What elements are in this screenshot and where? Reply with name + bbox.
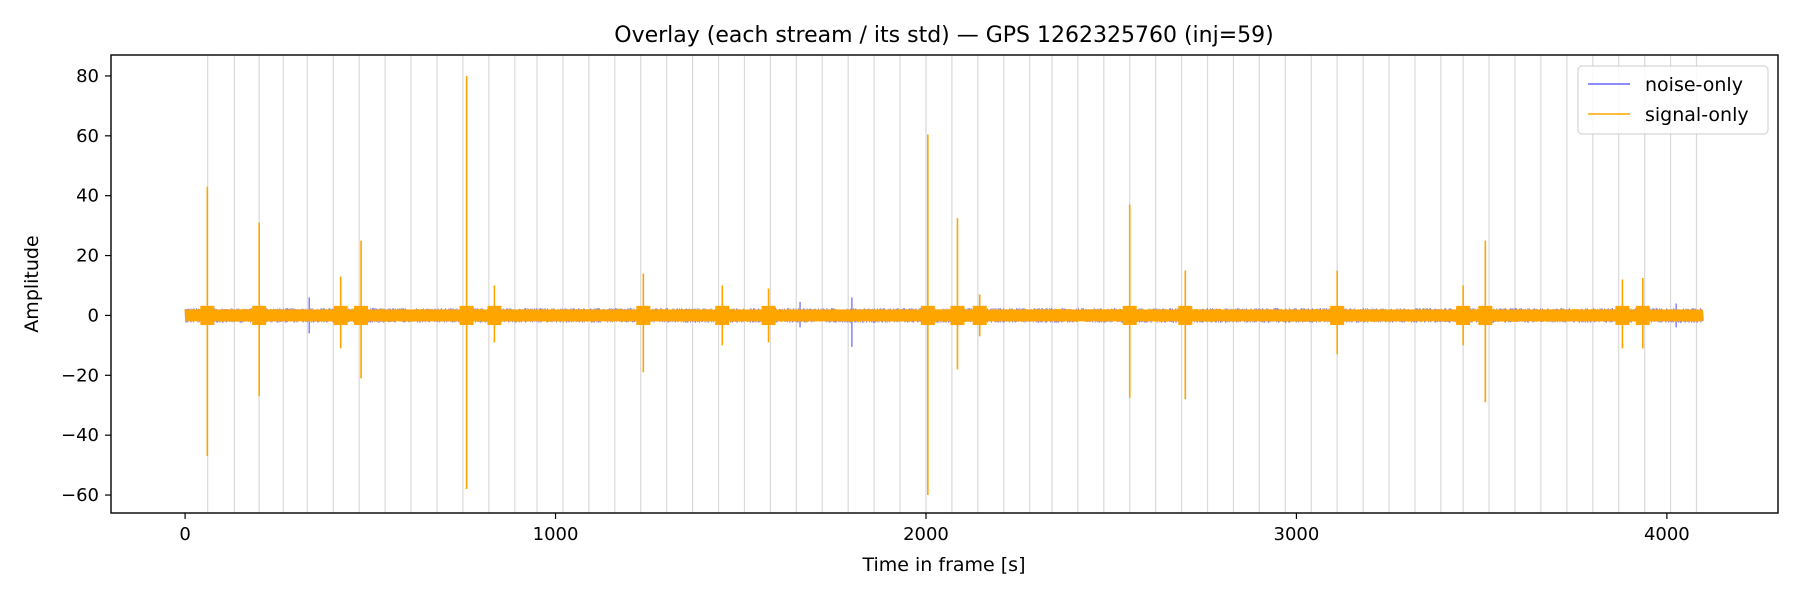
signal-burst-7 — [715, 305, 730, 326]
y-axis-ticks: −60 −40 −20 0 20 40 60 80 — [61, 66, 111, 506]
y-tick-label-5: 40 — [76, 186, 99, 207]
signal-burst-14 — [1330, 305, 1345, 326]
y-axis-label: Amplitude — [21, 235, 43, 332]
injection-markers — [207, 55, 1698, 513]
x-tick-label-4: 4000 — [1644, 524, 1690, 545]
signal-burst-9 — [920, 305, 935, 326]
signal-burst-0 — [200, 305, 215, 326]
y-tick-label-6: 60 — [76, 126, 99, 147]
signal-burst-11 — [972, 305, 987, 326]
x-axis-ticks: 0 1000 2000 3000 4000 — [179, 513, 1690, 545]
signal-burst-17 — [1615, 305, 1630, 326]
signal-burst-18 — [1635, 305, 1650, 326]
x-tick-label-3: 3000 — [1274, 524, 1320, 545]
signal-series — [184, 75, 1704, 496]
signal-burst-15 — [1456, 305, 1471, 326]
signal-burst-6 — [636, 305, 651, 326]
x-tick-label-0: 0 — [179, 524, 190, 545]
y-tick-label-3: 0 — [88, 305, 99, 326]
x-axis-label: Time in frame [s] — [861, 554, 1025, 576]
y-tick-label-7: 80 — [76, 66, 99, 87]
plot-frame — [110, 54, 1779, 514]
legend-label-signal: signal-only — [1645, 104, 1749, 126]
signal-burst-13 — [1178, 305, 1193, 326]
y-tick-label-0: −60 — [61, 485, 99, 506]
y-tick-label-1: −40 — [61, 425, 99, 446]
signal-burst-2 — [333, 305, 348, 326]
signal-only-line — [184, 308, 1704, 323]
signal-burst-12 — [1122, 305, 1137, 326]
y-tick-label-4: 20 — [76, 246, 99, 267]
signal-burst-1 — [252, 305, 267, 326]
legend-label-noise: noise-only — [1645, 74, 1743, 96]
signal-burst-4 — [459, 305, 474, 326]
signal-burst-3 — [354, 305, 369, 326]
y-tick-label-2: −20 — [61, 365, 99, 386]
signal-burst-8 — [761, 305, 776, 326]
chart-title: Overlay (each stream / its std) — GPS 12… — [614, 23, 1273, 48]
signal-burst-10 — [950, 305, 965, 326]
x-tick-label-1: 1000 — [533, 524, 579, 545]
signal-burst-5 — [487, 305, 502, 326]
legend: noise-only signal-only — [1577, 65, 1769, 135]
noise-series — [184, 297, 1704, 347]
x-tick-label-2: 2000 — [903, 524, 949, 545]
signal-burst-16 — [1478, 305, 1493, 326]
legend-box — [1577, 65, 1769, 135]
